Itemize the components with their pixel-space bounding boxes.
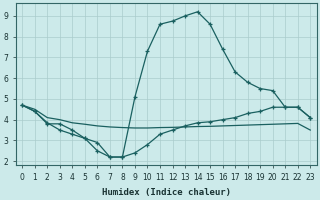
X-axis label: Humidex (Indice chaleur): Humidex (Indice chaleur) [102,188,231,197]
